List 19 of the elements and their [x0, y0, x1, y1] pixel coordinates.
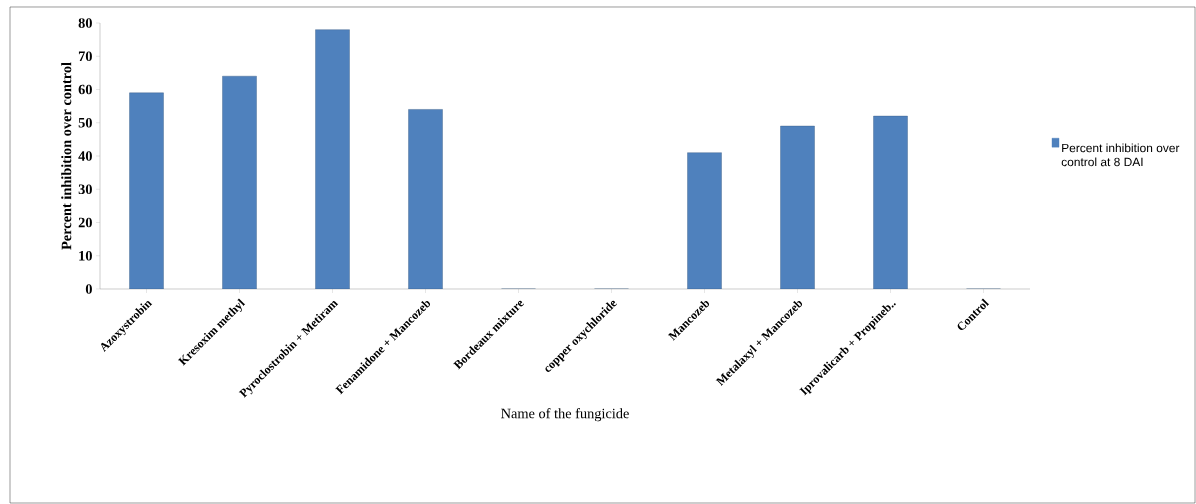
legend-label: Percent inhibition over control at 8 DAI: [1061, 143, 1180, 167]
bar: [873, 115, 908, 289]
bar: [687, 152, 722, 289]
y-tick-label: 60: [78, 84, 92, 95]
x-axis-title: Name of the fungicide: [501, 408, 629, 422]
y-tick-label: 0: [85, 284, 92, 294]
y-tick-label: 10: [79, 250, 92, 261]
y-tick-label: 70: [78, 51, 92, 62]
y-tick-label: 80: [78, 18, 92, 28]
y-tick-label: 50: [78, 117, 92, 128]
bar: [129, 92, 164, 289]
bar: [315, 29, 350, 289]
y-tick-label: 30: [78, 184, 92, 195]
bar: [222, 76, 257, 289]
y-tick-label: 20: [78, 217, 92, 228]
bar: [780, 125, 815, 289]
bar: [408, 109, 443, 289]
y-axis-title: Percent inhibition over control: [61, 62, 72, 250]
y-tick-label: 40: [78, 151, 92, 161]
